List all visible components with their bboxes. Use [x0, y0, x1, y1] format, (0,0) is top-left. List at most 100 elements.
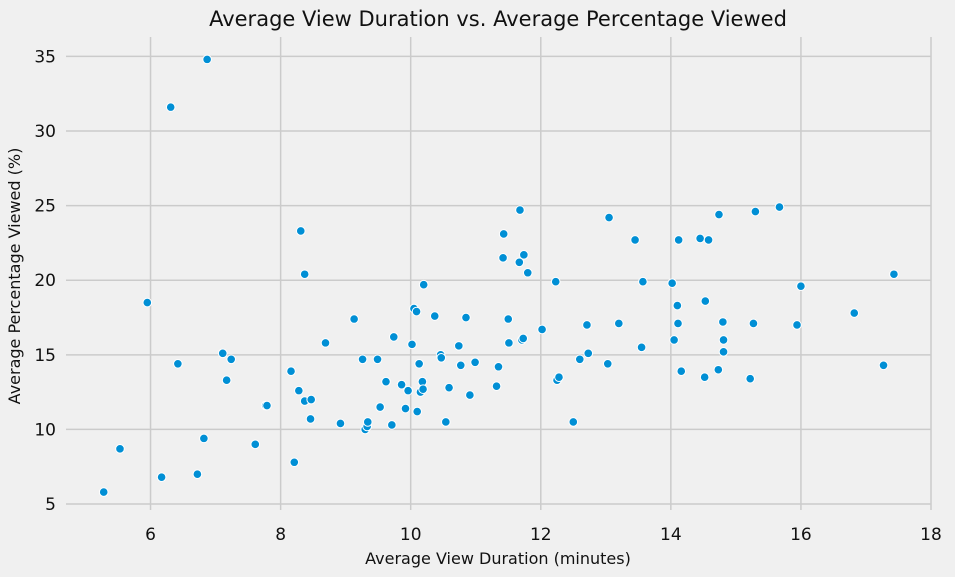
data-point [299, 269, 310, 280]
data-point [583, 348, 594, 359]
data-point [491, 381, 502, 391]
data-point [550, 276, 561, 287]
data-point [362, 417, 373, 427]
data-point [518, 333, 529, 344]
data-point [700, 296, 711, 306]
data-point [554, 372, 564, 383]
data-point [400, 403, 411, 414]
data-point [703, 235, 714, 245]
data-point [221, 375, 232, 385]
data-point [514, 257, 525, 268]
data-point [792, 320, 802, 330]
data-point [411, 306, 422, 317]
data-point [602, 358, 613, 369]
data-point [357, 354, 368, 365]
data-point [889, 269, 899, 280]
data-point [604, 212, 614, 223]
data-point [498, 229, 509, 239]
data-point [217, 348, 228, 359]
data-point [418, 279, 429, 290]
data-point [673, 318, 683, 329]
data-point [522, 267, 533, 278]
data-point [388, 332, 399, 342]
data-point [667, 278, 677, 288]
data-point [672, 300, 683, 311]
data-point [412, 406, 423, 417]
data-point [372, 354, 383, 365]
data-point [436, 353, 447, 363]
x-tick-label: 6 [145, 525, 156, 545]
y-tick-label: 30 [34, 122, 56, 142]
data-point [286, 366, 296, 377]
data-point [306, 394, 316, 405]
data-point [173, 358, 183, 369]
data-point [407, 339, 417, 350]
x-axis-title: Average View Duration (minutes) [365, 549, 631, 568]
data-point [470, 357, 480, 368]
data-point [305, 414, 316, 424]
data-point [669, 335, 679, 345]
data-point [192, 469, 203, 479]
y-tick-labels: 5 10 15 20 25 30 35 [34, 47, 56, 515]
data-point [714, 209, 724, 220]
data-point [381, 376, 391, 387]
data-point [519, 250, 529, 260]
data-point [718, 335, 729, 345]
data-point [165, 102, 176, 112]
data-point [289, 457, 300, 468]
data-point [718, 347, 729, 357]
data-point [699, 372, 710, 383]
data-point [713, 364, 724, 375]
data-point [574, 354, 585, 365]
data-point [676, 366, 687, 377]
data-point [745, 373, 755, 384]
x-tick-label: 18 [920, 525, 942, 545]
data-point [504, 338, 514, 348]
data-point [614, 318, 624, 329]
y-tick-label: 5 [45, 495, 56, 515]
data-point [387, 420, 397, 430]
data-point [199, 433, 209, 444]
x-tick-label: 14 [660, 525, 682, 545]
x-tick-labels: 6 8 10 12 14 16 18 [145, 525, 942, 545]
y-tick-label: 10 [34, 420, 56, 440]
data-point [774, 202, 785, 212]
chart-title: Average View Duration vs. Average Percen… [209, 7, 787, 31]
y-tick-label: 25 [34, 197, 56, 217]
data-point [262, 400, 272, 411]
data-point [320, 338, 331, 348]
data-point [582, 320, 592, 330]
data-point [718, 317, 728, 327]
y-tick-label: 35 [34, 47, 56, 67]
data-point [465, 390, 475, 400]
data-point [414, 358, 424, 369]
data-point [537, 324, 547, 335]
data-point [638, 276, 648, 287]
data-points [98, 54, 899, 497]
data-point [349, 314, 359, 324]
data-point [695, 233, 705, 244]
y-tick-label: 20 [34, 271, 56, 291]
data-point [418, 384, 428, 394]
data-point [142, 297, 153, 308]
data-point [878, 360, 889, 371]
data-point [156, 472, 167, 482]
grid-lines [66, 37, 932, 510]
data-point [403, 385, 413, 396]
data-point [515, 205, 525, 215]
data-point [294, 385, 304, 396]
data-point [673, 235, 684, 245]
data-point [568, 417, 579, 427]
data-point [636, 342, 647, 353]
data-point [202, 54, 212, 65]
data-point [849, 308, 860, 318]
data-point [444, 382, 454, 393]
data-point [250, 439, 261, 450]
data-point [441, 417, 451, 427]
data-point [98, 487, 109, 497]
y-tick-label: 15 [34, 346, 56, 366]
data-point [375, 402, 385, 412]
data-point [396, 379, 407, 390]
